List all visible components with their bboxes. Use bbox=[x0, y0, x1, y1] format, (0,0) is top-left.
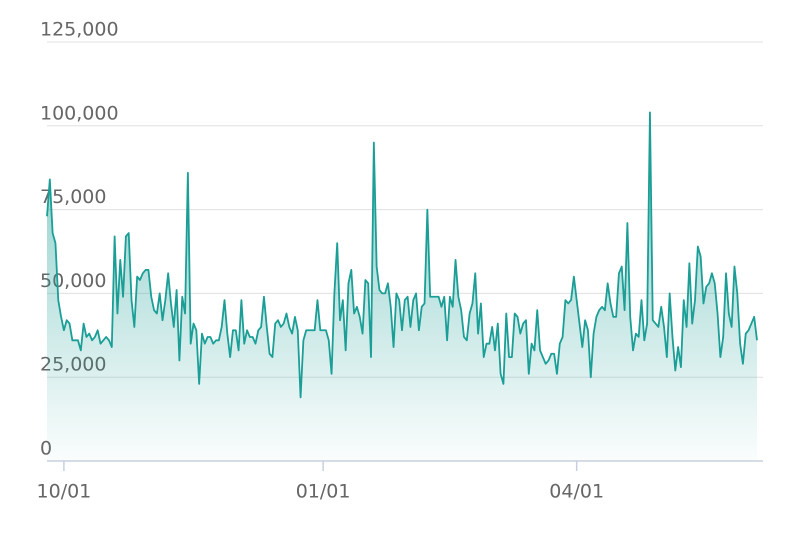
x-tick-label: 10/01 bbox=[37, 481, 92, 503]
x-tick-label: 01/01 bbox=[296, 481, 351, 503]
line bbox=[46, 111, 758, 399]
y-tick-label: 100,000 bbox=[40, 102, 119, 124]
y-tick-label: 75,000 bbox=[40, 186, 106, 208]
x-tick-label: 04/01 bbox=[549, 481, 604, 503]
area-fill bbox=[47, 112, 757, 461]
y-tick-label: 125,000 bbox=[40, 19, 119, 41]
